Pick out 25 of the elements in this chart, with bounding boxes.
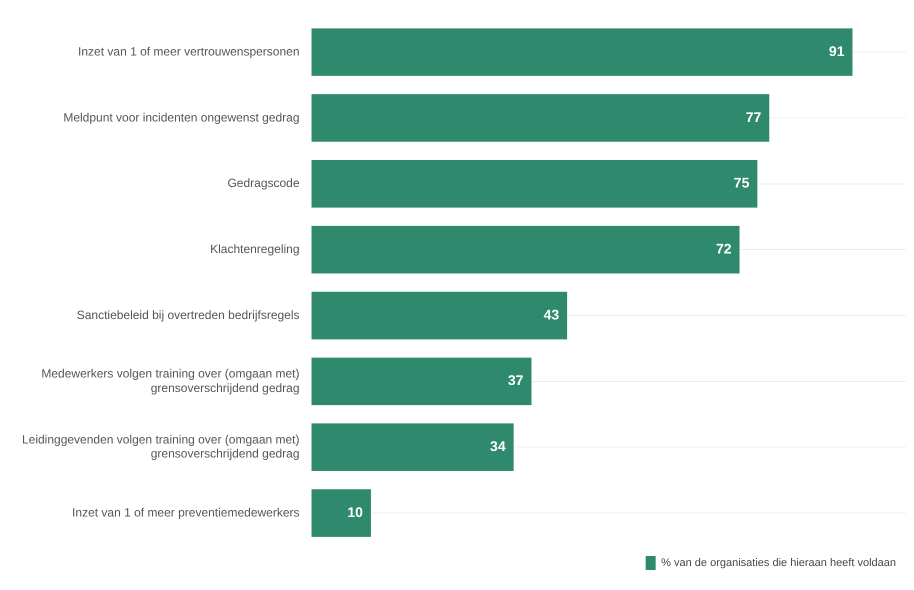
data-label: 75 (734, 174, 750, 191)
bar (312, 226, 740, 274)
data-label: 37 (508, 372, 524, 388)
y-tick-label: Meldpunt voor incidenten ongewenst gedrag (63, 110, 300, 124)
data-label: 91 (828, 42, 845, 59)
data-label: 72 (716, 240, 732, 257)
y-tick-label: Klachtenregeling (210, 242, 300, 256)
data-label: 10 (347, 504, 364, 520)
data-label: 34 (490, 438, 506, 454)
bar (312, 489, 371, 537)
bar (312, 358, 532, 406)
bar (312, 94, 770, 142)
legend-label: % van de organisaties die hieraan heeft voldaan (661, 557, 896, 570)
bar (312, 160, 758, 208)
y-tick-label: Gedragscode (227, 176, 300, 190)
y-tick-label: Inzet van 1 of meer preventiemedewerkers (72, 505, 300, 520)
bar (312, 28, 852, 76)
bar (312, 423, 514, 472)
data-label: 43 (544, 306, 560, 322)
data-label: 77 (746, 108, 762, 125)
y-tick-label: Inzet van 1 of meer vertrouwenspersonen (78, 44, 300, 58)
y-tick-label: Leidinggevenden volgen training over (omgaan met) grensoverschrijdend gedrag (22, 432, 300, 461)
y-tick-label: Medewerkers volgen training over (omgaan met) grensoverschrijdend gedrag (41, 366, 300, 395)
bar (312, 292, 568, 340)
y-tick-label: Sanctiebeleid bij overtreden bedrijfsregels (76, 308, 300, 322)
